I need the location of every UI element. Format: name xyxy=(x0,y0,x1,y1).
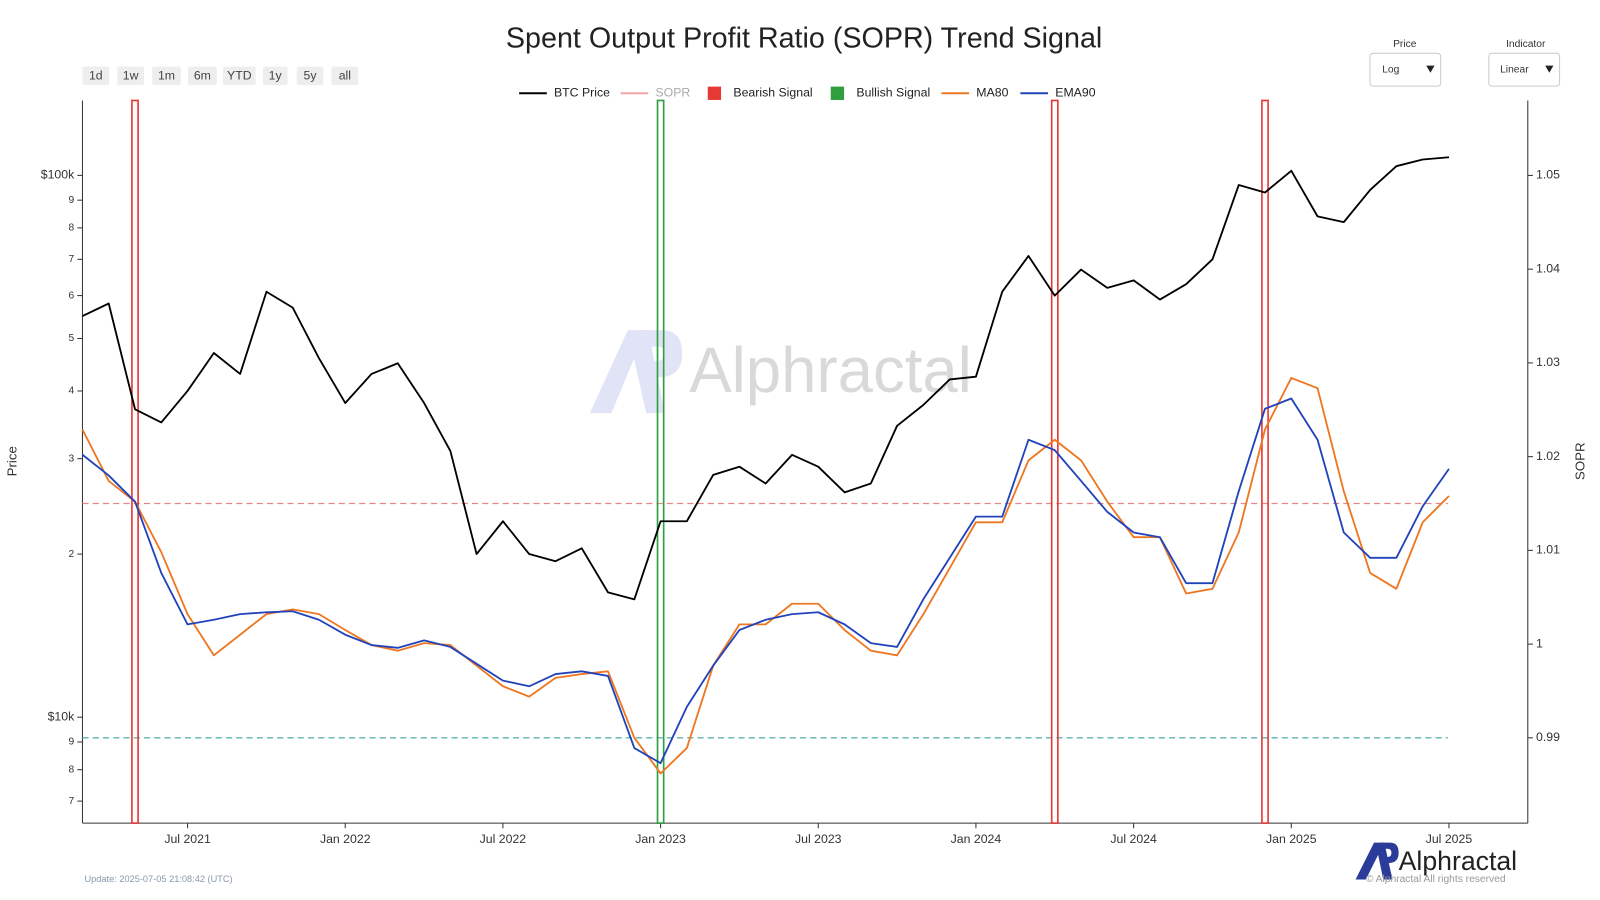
y-tick-label: 6 xyxy=(69,290,75,301)
range-button-box[interactable] xyxy=(82,66,110,86)
signal-band xyxy=(131,99,139,824)
x-tick-label: Jul 2021 xyxy=(164,832,211,846)
price-select[interactable]: Log xyxy=(1369,52,1442,87)
y-tick-label: 7 xyxy=(69,796,75,807)
range-button-label[interactable]: 1w xyxy=(123,69,139,83)
range-button-box[interactable] xyxy=(117,66,144,86)
legend-label: SOPR xyxy=(655,86,690,100)
y2-tick-label: 1 xyxy=(1536,636,1543,650)
range-button[interactable]: all xyxy=(331,66,359,86)
range-button-label[interactable]: 5y xyxy=(304,69,318,83)
select-arrow[interactable] xyxy=(1426,65,1435,73)
y-tick-label: $10k xyxy=(48,709,76,723)
y-tick-label: 8 xyxy=(69,764,75,775)
x-tick-label: Jul 2025 xyxy=(1426,832,1473,846)
update-time: Update: 2025-07-05 21:08:42 (UTC) xyxy=(85,874,233,884)
range-button-label[interactable]: all xyxy=(339,69,351,83)
y2-tick-label: 1.05 xyxy=(1536,168,1560,182)
watermark-text: Alphractal xyxy=(689,335,972,406)
chart-title: Spent Output Profit Ratio (SOPR) Trend S… xyxy=(506,23,1102,55)
x-tick-label: Jul 2022 xyxy=(480,832,527,846)
series-line xyxy=(81,397,1450,765)
x-tick-label: Jul 2024 xyxy=(1110,832,1157,846)
range-button-label[interactable]: YTD xyxy=(227,69,252,83)
x-tick-label: Jan 2023 xyxy=(635,832,686,846)
legend-label: EMA90 xyxy=(1055,86,1095,100)
y-tick-label: 5 xyxy=(69,333,75,344)
signal-band xyxy=(1050,99,1059,824)
y-tick-label: 8 xyxy=(69,223,75,234)
y2-tick-label: 1.02 xyxy=(1536,449,1560,463)
range-button-box[interactable] xyxy=(262,66,288,86)
range-button[interactable]: YTD xyxy=(222,66,256,86)
select-value[interactable]: Linear xyxy=(1500,64,1529,75)
range-button-label[interactable]: 1y xyxy=(269,69,283,83)
series-line xyxy=(81,377,1450,775)
x-tick-label: Jan 2025 xyxy=(1266,832,1317,846)
logo-mark xyxy=(1380,842,1399,864)
y-tick-label: 4 xyxy=(69,386,75,397)
legend-label: Bullish Signal xyxy=(856,86,930,100)
legend-label: MA80 xyxy=(976,86,1008,100)
x-tick-label: Jan 2022 xyxy=(320,832,371,846)
watermark-logo xyxy=(638,330,683,378)
y-tick-label: 7 xyxy=(69,254,75,265)
x-tick-label: Jul 2023 xyxy=(795,832,842,846)
copyright: © Alphractal All rights reserved xyxy=(1366,874,1506,885)
range-button-box[interactable] xyxy=(188,66,217,86)
select-label: Indicator xyxy=(1506,39,1546,50)
range-button-label[interactable]: 1m xyxy=(158,69,175,83)
x-tick-label: Jan 2024 xyxy=(951,832,1002,846)
watermark: Alphractal xyxy=(589,330,972,414)
range-button-box[interactable] xyxy=(331,66,359,86)
y2-tick-label: 0.99 xyxy=(1536,730,1560,744)
logo-mark xyxy=(1355,842,1393,880)
range-button[interactable]: 1w xyxy=(117,66,144,86)
range-button[interactable]: 5y xyxy=(296,66,324,86)
legend-swatch xyxy=(707,86,722,100)
logo-text: Alphractal xyxy=(1399,846,1517,876)
y2-tick-label: 1.01 xyxy=(1536,543,1560,557)
legend-label: BTC Price xyxy=(554,86,610,100)
select-box[interactable] xyxy=(1369,52,1442,87)
range-button-label[interactable]: 1d xyxy=(89,69,103,83)
range-button-label[interactable]: 6m xyxy=(194,69,211,83)
signal-band xyxy=(656,99,665,824)
range-button-box[interactable] xyxy=(222,66,256,86)
indicator-select[interactable]: Linear xyxy=(1488,52,1561,87)
range-button[interactable]: 1y xyxy=(262,66,288,86)
range-button-box[interactable] xyxy=(296,66,324,86)
y2-tick-label: 1.04 xyxy=(1536,261,1560,275)
y-tick-label: 3 xyxy=(69,453,75,464)
logo: Alphractal © Alphractal All rights reser… xyxy=(1355,842,1517,885)
signal-band xyxy=(1261,99,1269,824)
y-tick-label: $100k xyxy=(41,168,75,182)
legend-label: Bearish Signal xyxy=(733,86,812,100)
y-tick-label: 9 xyxy=(69,737,75,748)
y-axis-title: Price xyxy=(4,446,19,476)
select-box[interactable] xyxy=(1488,52,1561,87)
range-button[interactable]: 1d xyxy=(82,66,110,86)
select-value[interactable]: Log xyxy=(1382,64,1399,75)
watermark-logo xyxy=(589,330,665,414)
y-tick-label: 9 xyxy=(69,195,75,206)
select-label: Price xyxy=(1393,39,1417,50)
legend-swatch xyxy=(830,86,845,100)
select-arrow[interactable] xyxy=(1545,65,1554,73)
y2-tick-label: 1.03 xyxy=(1536,355,1560,369)
y-tick-label: 2 xyxy=(69,549,75,560)
series-line xyxy=(82,156,1450,601)
range-button-box[interactable] xyxy=(152,66,181,86)
y2-axis-title: SOPR xyxy=(1573,442,1588,480)
range-button[interactable]: 1m xyxy=(152,66,181,86)
range-button[interactable]: 6m xyxy=(188,66,217,86)
